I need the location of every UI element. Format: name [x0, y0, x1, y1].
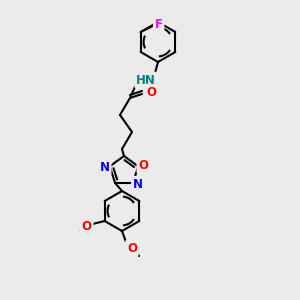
- Text: HN: HN: [136, 74, 156, 86]
- Text: O: O: [138, 159, 148, 172]
- Text: N: N: [100, 161, 110, 174]
- Text: O: O: [82, 220, 92, 233]
- Text: O: O: [127, 242, 137, 254]
- Text: F: F: [155, 19, 163, 32]
- Text: O: O: [146, 85, 156, 98]
- Text: N: N: [133, 178, 143, 190]
